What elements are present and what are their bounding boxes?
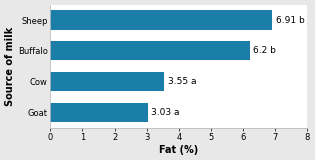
Bar: [50, 10, 272, 30]
Text: 3.55 a: 3.55 a: [168, 77, 196, 86]
Bar: [50, 41, 249, 60]
X-axis label: Fat (%): Fat (%): [159, 145, 198, 155]
Bar: [50, 72, 164, 91]
Y-axis label: Source of milk: Source of milk: [5, 27, 15, 106]
Text: 3.03 a: 3.03 a: [151, 108, 180, 117]
Text: 6.2 b: 6.2 b: [253, 46, 276, 55]
Bar: [50, 103, 148, 122]
Text: 6.91 b: 6.91 b: [276, 16, 304, 24]
